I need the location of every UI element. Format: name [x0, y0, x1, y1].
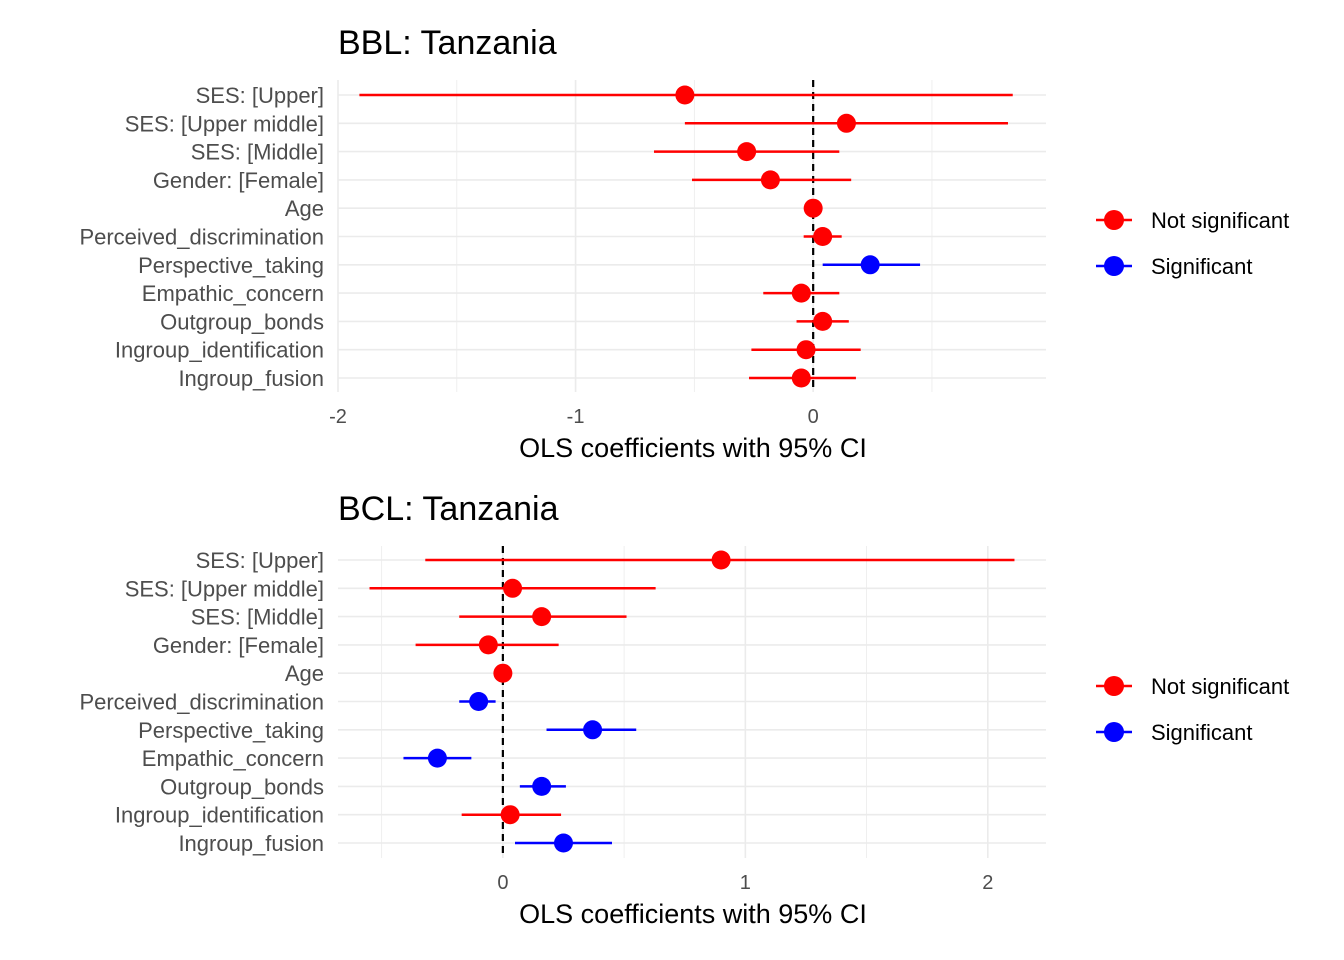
legend-label: Significant — [1151, 254, 1253, 279]
y-label-perceived-discrimination: Perceived_discrimination — [79, 690, 324, 715]
x-axis-ticks: 0 1 2 — [497, 872, 993, 894]
y-label-ingroup-identification: Ingroup_identification — [115, 338, 324, 363]
estimate-point-perspective-taking — [860, 255, 880, 275]
y-label-outgroup-bonds: Outgroup_bonds — [160, 309, 324, 334]
estimate-point-gender-female — [760, 170, 780, 190]
estimate-point-ses-upper — [711, 550, 731, 570]
x-tick-label: 1 — [740, 872, 751, 894]
estimate-point-age — [803, 198, 823, 218]
x-tick-label: 0 — [497, 872, 508, 894]
x-axis-ticks: -2 -1 0 — [329, 406, 819, 428]
estimate-point-ingroup-fusion — [791, 368, 811, 388]
estimate-point-ingroup-identification — [500, 805, 520, 825]
y-label-ses-upper-middle: SES: [Upper middle] — [125, 576, 324, 601]
legend-label: Not significant — [1151, 208, 1289, 233]
estimate-point-outgroup-bonds — [813, 311, 833, 331]
panel-title: BBL: Tanzania — [338, 24, 557, 62]
legend-dot-swatch — [1104, 722, 1124, 742]
estimate-point-gender-female — [478, 635, 498, 655]
y-label-perceived-discrimination: Perceived_discrimination — [79, 225, 324, 250]
x-tick-label: 0 — [808, 406, 819, 428]
estimate-point-ses-middle — [532, 607, 552, 627]
estimate-point-perspective-taking — [583, 720, 603, 740]
estimate-point-ses-upper-middle — [503, 578, 523, 598]
y-label-gender-female: Gender: [Female] — [153, 633, 324, 658]
y-label-ses-upper-middle: SES: [Upper middle] — [125, 111, 324, 136]
x-tick-label: 2 — [982, 872, 993, 894]
y-axis-labels: SES: [Upper] SES: [Upper middle] SES: [Mid… — [79, 548, 324, 856]
y-label-ingroup-identification: Ingroup_identification — [115, 803, 324, 828]
estimate-point-ses-upper-middle — [836, 113, 856, 133]
legend-dot-swatch — [1104, 210, 1124, 230]
estimate-point-outgroup-bonds — [532, 776, 552, 796]
y-label-empathic-concern: Empathic_concern — [142, 281, 324, 306]
legend-dot-swatch — [1104, 676, 1124, 696]
y-label-gender-female: Gender: [Female] — [153, 168, 324, 193]
y-label-age: Age — [285, 661, 324, 686]
legend-item-significant: Significant — [1096, 254, 1253, 279]
y-label-outgroup-bonds: Outgroup_bonds — [160, 774, 324, 799]
y-label-age: Age — [285, 196, 324, 221]
y-label-empathic-concern: Empathic_concern — [142, 746, 324, 771]
legend-label: Significant — [1151, 720, 1253, 745]
legend: Not significant Significant — [1096, 208, 1289, 279]
legend-item-significant: Significant — [1096, 720, 1253, 745]
estimate-point-ingroup-fusion — [553, 833, 573, 853]
estimate-point-ses-middle — [737, 142, 757, 162]
x-tick-label: -1 — [567, 406, 585, 428]
estimate-point-empathic-concern — [427, 748, 447, 768]
legend-label: Not significant — [1151, 674, 1289, 699]
estimate-point-ses-upper — [675, 85, 695, 105]
x-tick-label: -2 — [329, 406, 347, 428]
estimate-point-ingroup-identification — [796, 340, 816, 360]
y-label-ses-middle: SES: [Middle] — [191, 605, 324, 630]
legend-dot-swatch — [1104, 256, 1124, 276]
panel-title: BCL: Tanzania — [338, 490, 559, 528]
legend-item-not-significant: Not significant — [1096, 674, 1289, 699]
y-label-perspective-taking: Perspective_taking — [138, 253, 324, 278]
y-label-ingroup-fusion: Ingroup_fusion — [178, 831, 324, 856]
gridlines — [338, 546, 1046, 858]
gridlines — [337, 80, 1046, 392]
y-label-ses-upper: SES: [Upper] — [196, 83, 324, 108]
y-label-ses-middle: SES: [Middle] — [191, 140, 324, 165]
coefficient-marks — [369, 550, 1015, 853]
estimate-point-age — [493, 663, 513, 683]
x-axis-title: OLS coefficients with 95% CI — [519, 899, 867, 929]
coefficient-marks — [359, 85, 1013, 388]
legend: Not significant Significant — [1096, 674, 1289, 745]
y-label-perspective-taking: Perspective_taking — [138, 718, 324, 743]
y-axis-labels: SES: [Upper] SES: [Upper middle] SES: [Mid… — [79, 83, 324, 391]
panel-bcl: BCL: Tanzania SES: [Upper] SES: [Upper mi… — [79, 490, 1289, 929]
legend-item-not-significant: Not significant — [1096, 208, 1289, 233]
estimate-point-empathic-concern — [791, 283, 811, 303]
y-label-ses-upper: SES: [Upper] — [196, 548, 324, 573]
x-axis-title: OLS coefficients with 95% CI — [519, 433, 867, 463]
estimate-point-perceived-discrimination — [813, 227, 833, 246]
estimate-point-perceived-discrimination — [469, 692, 489, 711]
y-label-ingroup-fusion: Ingroup_fusion — [178, 366, 324, 391]
panel-bbl: BBL: Tanzania SES: [Upper] SES: [Upper mi… — [79, 24, 1289, 463]
